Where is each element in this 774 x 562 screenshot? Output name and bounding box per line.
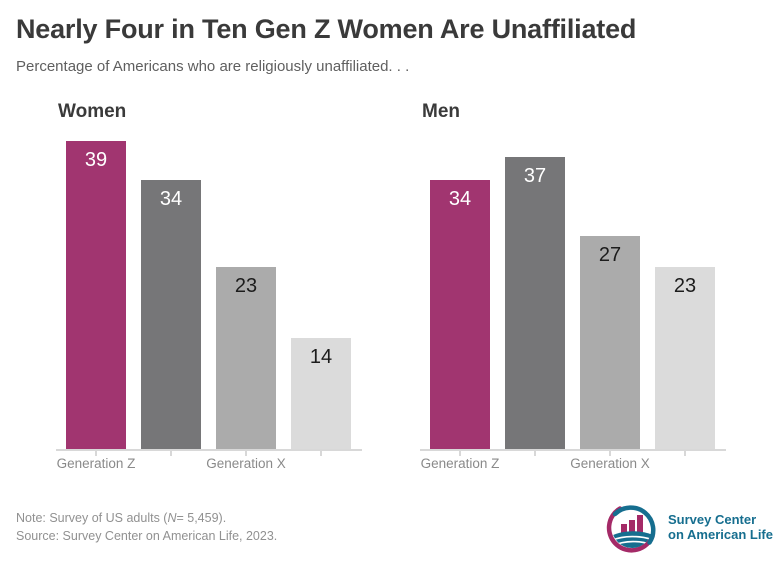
axis-tick xyxy=(459,450,461,456)
axis-label-generation-z: Generation Z xyxy=(420,456,500,471)
logo-wordmark-line2: on American Life xyxy=(668,527,773,542)
bar-value-label: 34 xyxy=(159,188,183,210)
logo-circle-icon xyxy=(606,505,656,553)
bar-men-0: 34 xyxy=(430,180,490,449)
source-line: Source: Survey Center on American Life, … xyxy=(16,529,278,543)
axis-label-generation-z: Generation Z xyxy=(56,456,136,471)
logo-ring-teal-arc xyxy=(612,505,656,545)
bar-women-1: 34 xyxy=(141,180,201,449)
axis-tick xyxy=(170,450,172,456)
logo-bar-chart-icon xyxy=(621,515,643,534)
panel-heading: Men xyxy=(422,101,460,122)
bar-men-3: 23 xyxy=(655,267,715,449)
panel-heading: Women xyxy=(58,101,127,122)
bar-value-label: 39 xyxy=(84,149,108,171)
x-axis-line xyxy=(420,449,726,451)
logo-ring-magenta-arc xyxy=(606,506,655,553)
axis-label-generation-x: Generation X xyxy=(206,456,286,471)
panel-women: Women 39 34 23 14 Generation Z Generation X xyxy=(46,101,376,481)
axis-tick xyxy=(320,450,322,456)
chart-subtitle: Percentage of Americans who are religiou… xyxy=(16,58,410,75)
survey-center-logo: Survey Center on American Life xyxy=(604,500,773,558)
axis-tick xyxy=(534,450,536,456)
x-axis-line xyxy=(56,449,362,451)
panel-men: Men 34 37 27 23 Generation Z Generation X xyxy=(410,101,740,481)
bar-women-3: 14 xyxy=(291,338,351,449)
bar-women-2: 23 xyxy=(216,267,276,449)
bar-men-2: 27 xyxy=(580,236,640,449)
bar-value-label: 34 xyxy=(448,188,472,210)
sample-size-symbol: N xyxy=(167,511,177,525)
footnote-block: Note: Survey of US adults (N= 5,459). So… xyxy=(16,509,277,545)
logo-wordmark-line1: Survey Center xyxy=(668,512,757,527)
logo-wordmark: Survey Center on American Life xyxy=(668,512,773,542)
axis-tick xyxy=(609,450,611,456)
axis-tick xyxy=(245,450,247,456)
bar-women-0: 39 xyxy=(66,141,126,449)
axis-tick xyxy=(95,450,97,456)
axis-tick xyxy=(684,450,686,456)
bar-men-1: 37 xyxy=(505,157,565,449)
bar-value-label: 27 xyxy=(598,244,622,266)
note-line: Note: Survey of US adults (N= 5,459). xyxy=(16,511,227,525)
axis-label-generation-x: Generation X xyxy=(570,456,650,471)
bar-value-label: 23 xyxy=(234,275,258,297)
chart-title: Nearly Four in Ten Gen Z Women Are Unaff… xyxy=(16,14,637,44)
bar-value-label: 37 xyxy=(523,165,547,187)
bar-value-label: 23 xyxy=(673,275,697,297)
bar-value-label: 14 xyxy=(309,346,333,368)
